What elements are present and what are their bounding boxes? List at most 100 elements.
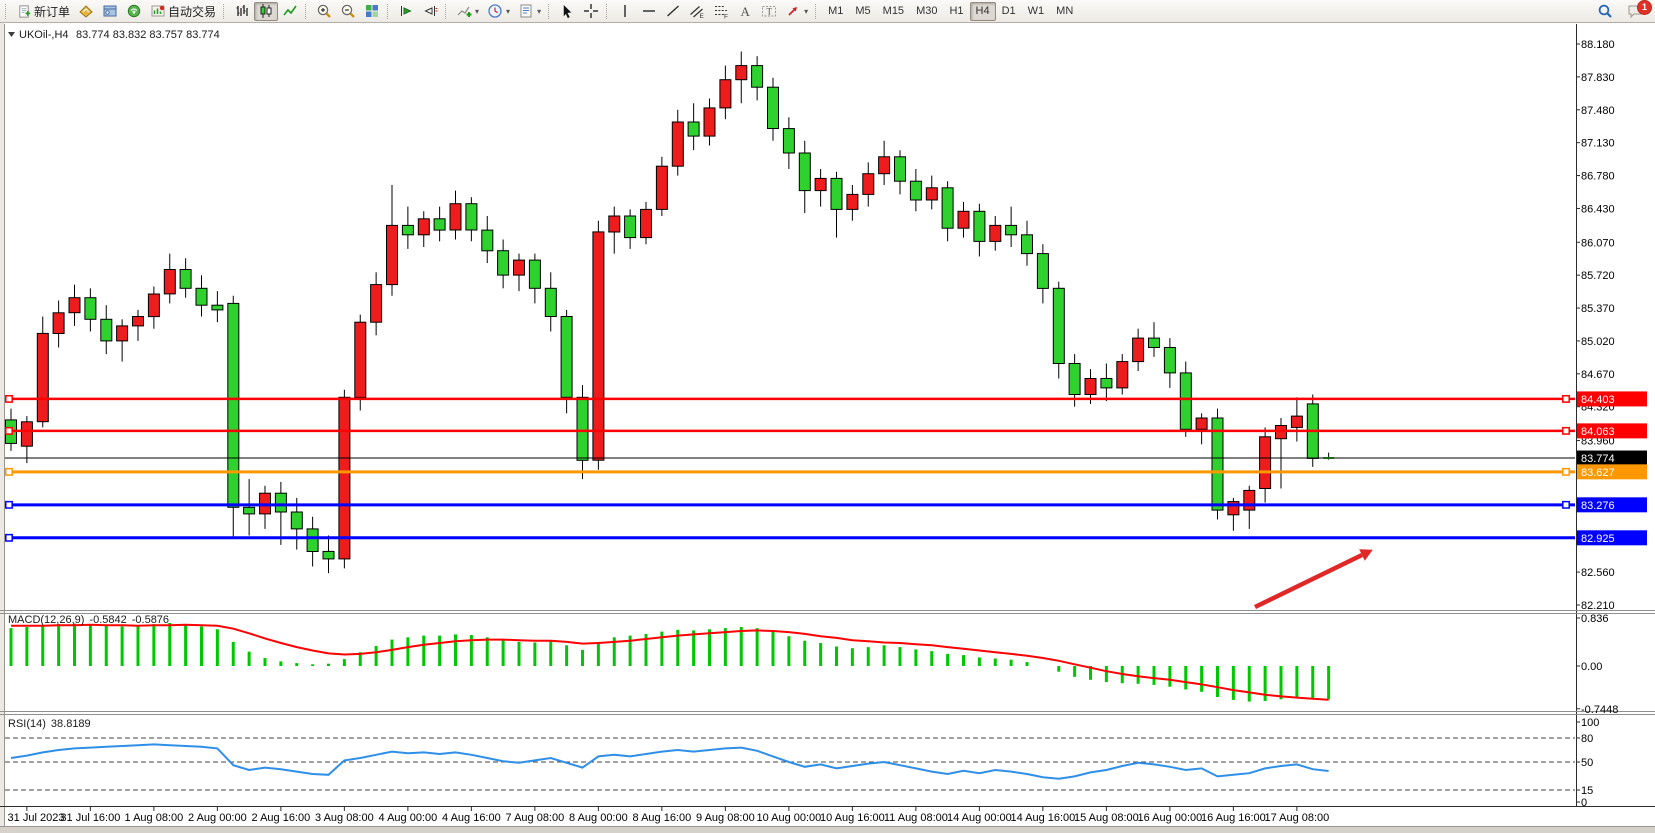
vline-icon bbox=[617, 3, 633, 19]
rsi-tick-label: 100 bbox=[1581, 717, 1599, 729]
candle-up bbox=[878, 156, 891, 175]
candle-down bbox=[767, 86, 779, 129]
periods-button[interactable]: ▾ bbox=[483, 2, 514, 21]
chart-shift-button[interactable] bbox=[418, 2, 442, 21]
price-tag bbox=[1577, 391, 1647, 407]
indicators-button[interactable]: ▾ bbox=[452, 2, 483, 21]
candle-up bbox=[640, 208, 652, 239]
notifications-button[interactable]: 1 bbox=[1623, 0, 1652, 21]
timeframe-h4-button[interactable]: H4 bbox=[969, 1, 996, 21]
trendline-button[interactable] bbox=[661, 2, 685, 21]
cursor-button[interactable] bbox=[555, 2, 579, 21]
tile-windows-icon bbox=[364, 3, 380, 19]
price-tick-label: 84.670 bbox=[1581, 369, 1615, 381]
signals-button[interactable] bbox=[122, 2, 146, 21]
timeframe-d1-button[interactable]: D1 bbox=[996, 2, 1022, 21]
candle-down bbox=[624, 215, 637, 239]
fibonacci-icon: F bbox=[713, 3, 729, 19]
timeframe-mn-button[interactable]: MN bbox=[1050, 2, 1079, 21]
horizontal-line-objects[interactable] bbox=[5, 394, 1575, 542]
auto-scroll-icon bbox=[398, 3, 414, 19]
candle-down bbox=[973, 210, 986, 242]
candle-up bbox=[132, 316, 144, 327]
chart-title-symbol[interactable]: UKOil-,H4 bbox=[19, 29, 69, 41]
candle-up bbox=[735, 65, 748, 81]
candle-down bbox=[798, 152, 811, 192]
candle-down bbox=[481, 229, 494, 252]
arrows-button[interactable]: ▾ bbox=[781, 2, 812, 21]
time-tick-label: 16 Aug 00:00 bbox=[1137, 812, 1202, 824]
macd-signal-line bbox=[11, 623, 1329, 701]
timeframe-m15-button[interactable]: M15 bbox=[877, 2, 910, 21]
left-window-border bbox=[0, 23, 4, 827]
toolbar: 新订单 自动交易 ▾ ▾ ▾ E F A T ▾ M1 M5 M15 M30 H1 H4 D1 W1 MN 1 bbox=[0, 0, 1655, 23]
new-order-icon bbox=[16, 3, 32, 19]
timeframe-h1-button[interactable]: H1 bbox=[943, 2, 969, 21]
candlestick-chart-button[interactable] bbox=[254, 1, 279, 21]
tile-windows-button[interactable] bbox=[360, 2, 384, 21]
rsi-tick-label: 0 bbox=[1581, 797, 1587, 809]
candle-down bbox=[1036, 253, 1049, 289]
zoom-in-button[interactable] bbox=[312, 2, 336, 21]
search-button[interactable] bbox=[1593, 2, 1617, 21]
bar-chart-button[interactable] bbox=[230, 2, 254, 21]
new-order-label: 新订单 bbox=[34, 4, 71, 19]
symbol-dropdown-icon[interactable] bbox=[8, 32, 15, 37]
time-tick-label: 31 Jul 2023 bbox=[8, 812, 65, 824]
market-watch-button[interactable] bbox=[74, 2, 98, 21]
candlestick-icon bbox=[258, 3, 274, 19]
zoom-out-icon bbox=[340, 3, 356, 19]
auto-trading-button[interactable]: 自动交易 bbox=[146, 2, 220, 21]
vertical-line-button[interactable] bbox=[613, 2, 637, 21]
time-tick-label: 14 Aug 00:00 bbox=[947, 812, 1012, 824]
candle-up bbox=[36, 332, 49, 423]
line-chart-button[interactable] bbox=[278, 2, 302, 21]
candle-up bbox=[417, 218, 430, 236]
timeframe-m30-button[interactable]: M30 bbox=[910, 2, 943, 21]
time-tick-label: 4 Aug 00:00 bbox=[379, 812, 438, 824]
timeframe-m1-button[interactable]: M1 bbox=[822, 2, 849, 21]
templates-icon bbox=[518, 3, 534, 19]
auto-scroll-button[interactable] bbox=[394, 2, 418, 21]
candle-up bbox=[1132, 337, 1145, 363]
candle-up bbox=[163, 269, 176, 295]
price-tick-label: 85.370 bbox=[1581, 303, 1615, 315]
candle-up bbox=[52, 312, 65, 334]
panel-separator-rsi[interactable] bbox=[0, 711, 1655, 715]
price-tick-label: 87.830 bbox=[1581, 72, 1615, 84]
candle-down bbox=[243, 506, 256, 515]
navigator-button[interactable] bbox=[98, 2, 122, 21]
text-label-button[interactable]: T bbox=[757, 2, 781, 21]
candle-down bbox=[274, 492, 287, 513]
arrow-line bbox=[1254, 552, 1363, 610]
arrow-annotation[interactable] bbox=[1254, 549, 1373, 610]
timeframe-m5-button[interactable]: M5 bbox=[849, 2, 876, 21]
crosshair-button[interactable] bbox=[579, 2, 603, 21]
dropdown-caret-icon[interactable]: ▾ bbox=[537, 6, 542, 16]
timeframe-w1-button[interactable]: W1 bbox=[1022, 2, 1051, 21]
panel-separator-macd[interactable] bbox=[0, 610, 1655, 614]
horizontal-line-button[interactable] bbox=[637, 2, 661, 21]
dropdown-caret-icon[interactable]: ▾ bbox=[506, 6, 511, 16]
time-tick-label: 3 Aug 08:00 bbox=[315, 812, 374, 824]
templates-button[interactable]: ▾ bbox=[514, 2, 545, 21]
fibonacci-button[interactable]: F bbox=[709, 2, 733, 21]
new-order-button[interactable]: 新订单 bbox=[12, 2, 74, 21]
candle-down bbox=[433, 218, 446, 231]
candle-up bbox=[1227, 501, 1240, 516]
candle-up bbox=[671, 121, 684, 167]
line-anchor bbox=[5, 533, 13, 542]
rsi-tick-label: 15 bbox=[1581, 785, 1593, 797]
label-icon: T bbox=[761, 3, 777, 19]
text-button[interactable]: A bbox=[733, 2, 757, 21]
zoom-out-button[interactable] bbox=[336, 2, 360, 21]
dropdown-caret-icon[interactable]: ▾ bbox=[475, 6, 480, 16]
dropdown-caret-icon[interactable]: ▾ bbox=[804, 6, 809, 16]
equidistant-channel-button[interactable]: E bbox=[685, 2, 709, 21]
line-anchor bbox=[5, 500, 13, 509]
market-watch-icon bbox=[78, 3, 94, 19]
candle-up bbox=[592, 231, 605, 461]
notification-badge[interactable]: 1 bbox=[1637, 0, 1652, 15]
candle-down bbox=[497, 250, 510, 276]
